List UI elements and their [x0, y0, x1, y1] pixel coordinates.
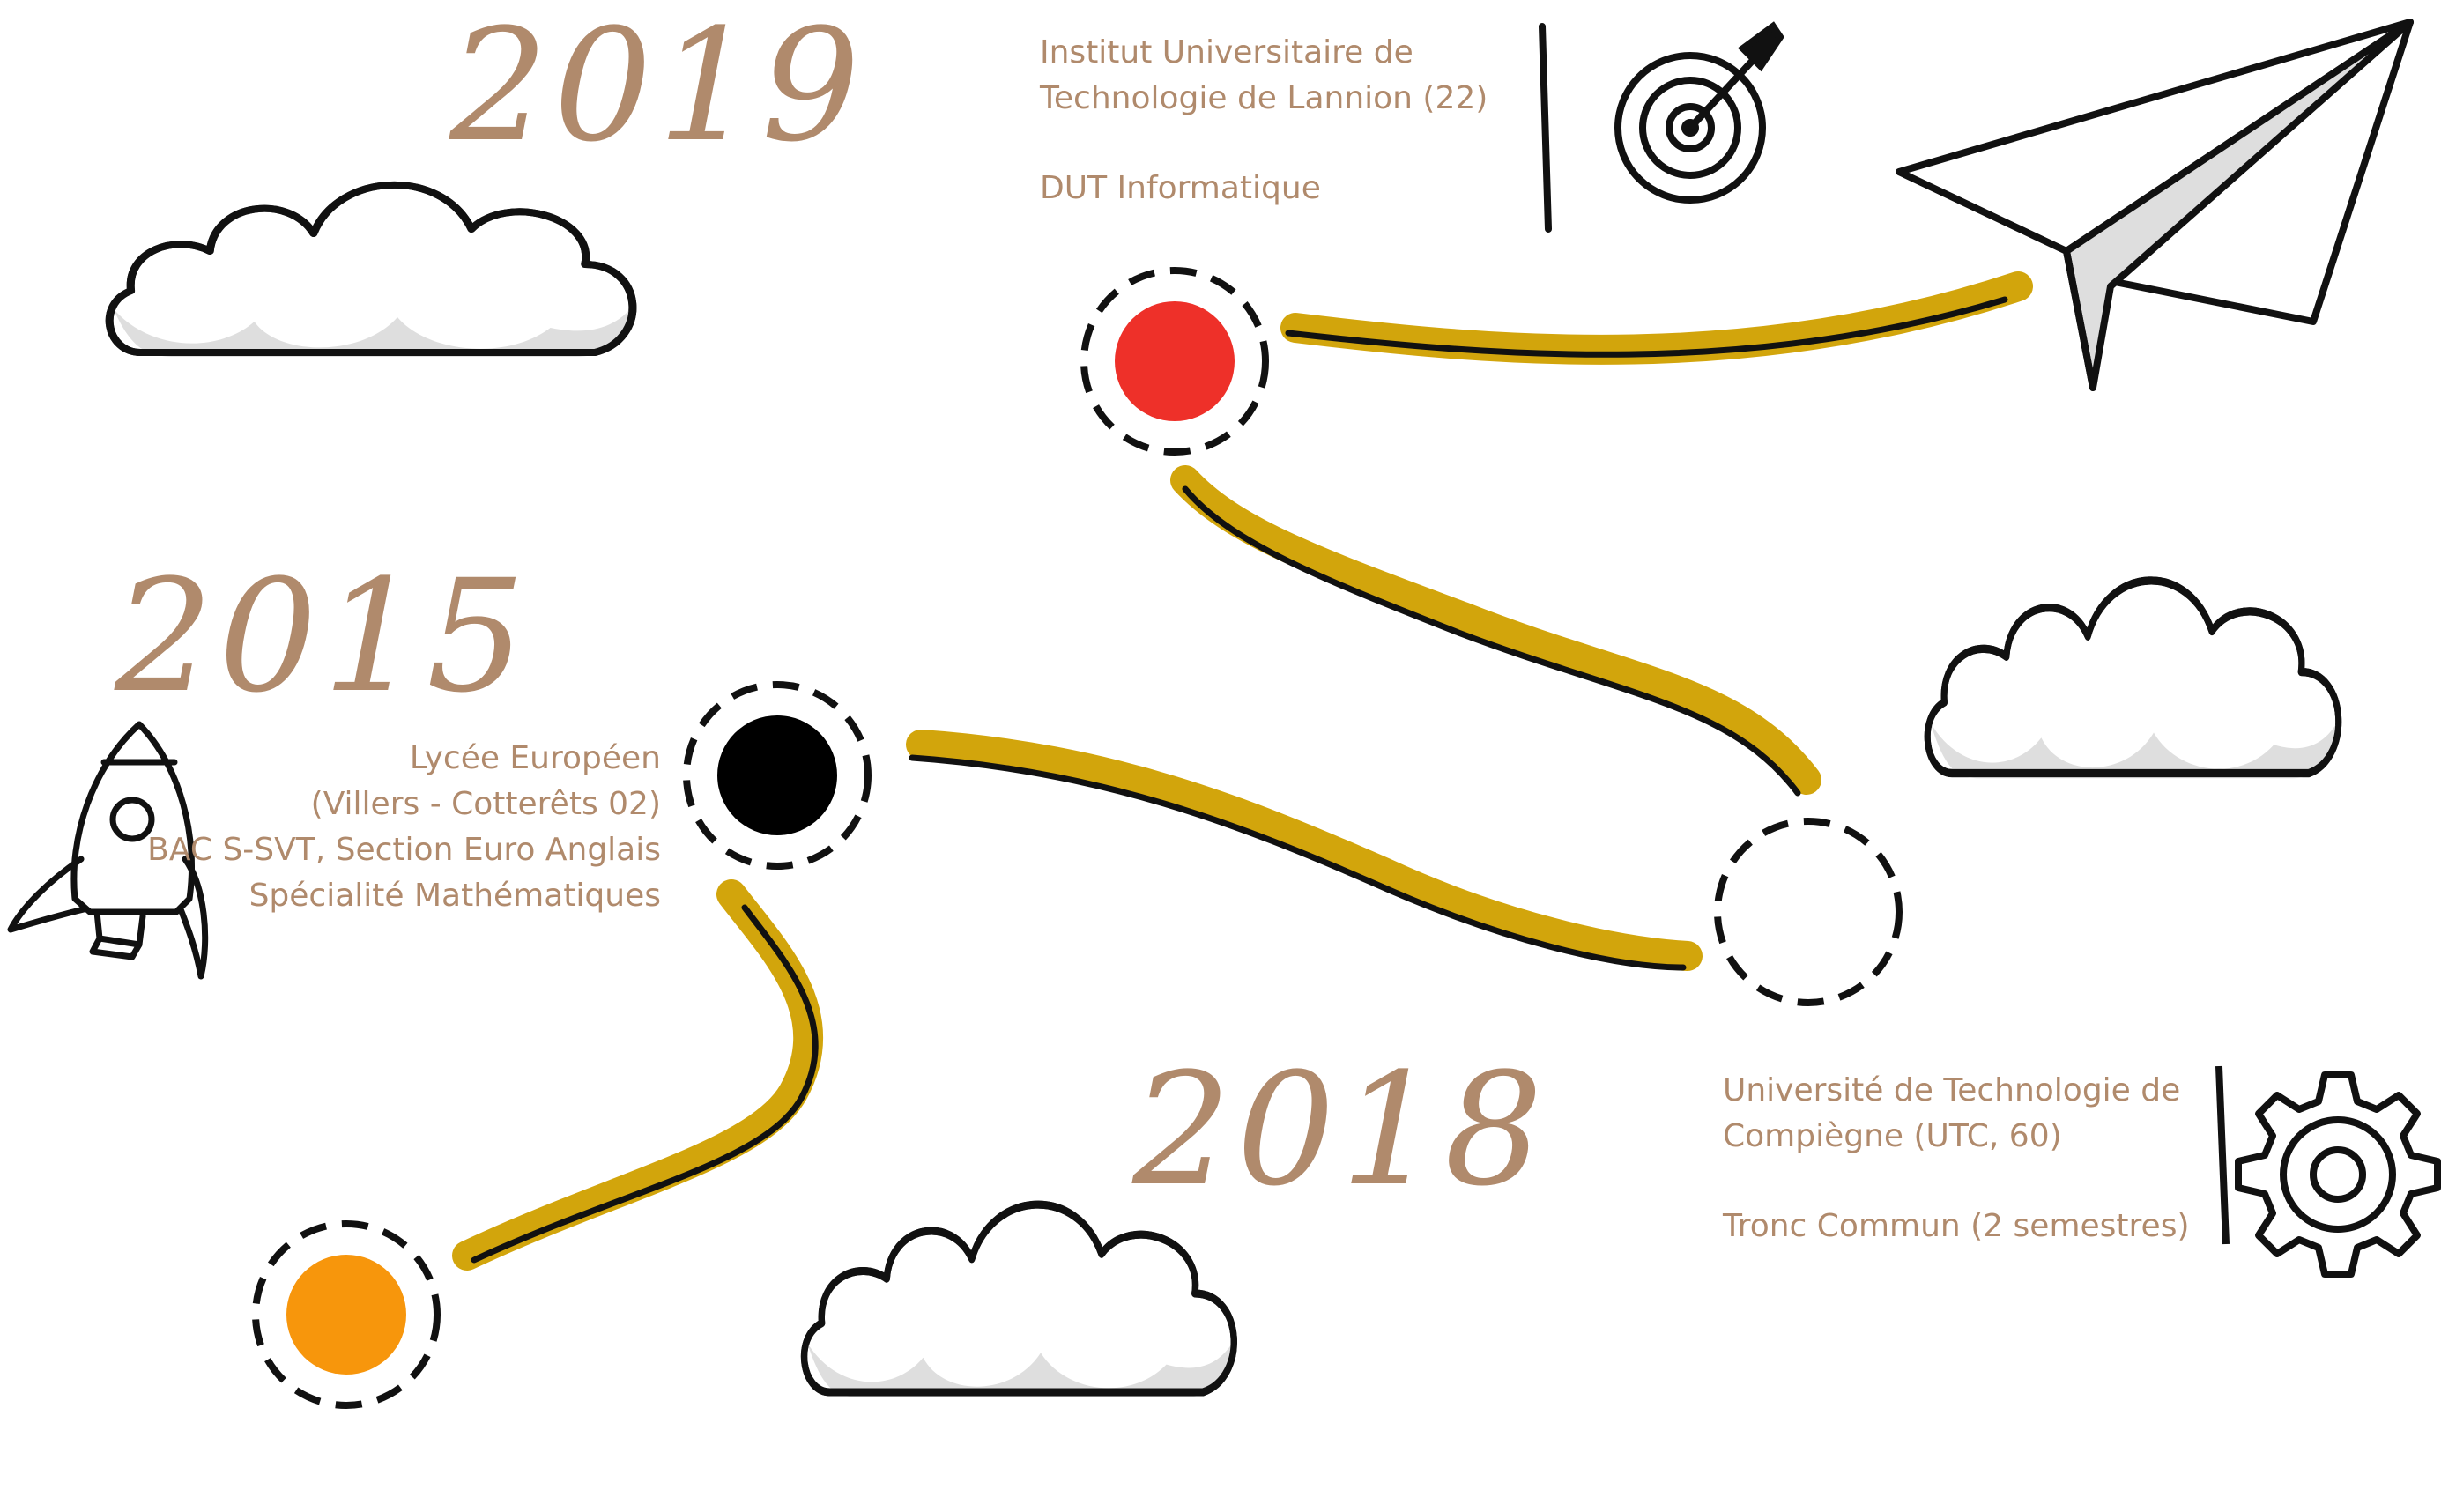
- year-2019-label: 2019: [449, 0, 865, 176]
- path-segment-2019-to-plane: [1280, 271, 2033, 365]
- school-name-line1: Lycée Européen: [409, 740, 661, 776]
- target-icon: [1539, 21, 1784, 233]
- school-name-line1: Institut Universitaire de: [1040, 34, 1413, 70]
- degree-label: BAC S-SVT, Section Euro Anglais: [147, 832, 661, 868]
- path-segment-2015-to-2018: [906, 730, 1703, 971]
- cloud-icon: [805, 1204, 1236, 1397]
- school-location: (Villers - Cotterêts 02): [310, 786, 661, 822]
- school-name-line2: Compiègne (UTC, 60): [1723, 1118, 2062, 1154]
- year-2018-label: 2018: [1132, 1040, 1548, 1220]
- path-segment-start-to-2015: [452, 879, 824, 1271]
- specialty-label: Spécialité Mathématiques: [249, 878, 661, 914]
- gear-icon: [2215, 1065, 2441, 1278]
- degree-label: Tronc Commun (2 semestres): [1723, 1208, 2190, 1244]
- year-2015-label: 2015: [115, 546, 530, 727]
- milestone-2015-info: Lycée Européen (Villers - Cotterêts 02) …: [147, 736, 661, 919]
- timeline-path: [452, 271, 2033, 1271]
- cloud-icon: [109, 185, 634, 357]
- milestone-2019-info: Institut Universitaire de Technologie de…: [1040, 30, 1488, 211]
- school-name-line2: Technologie de Lannion (22): [1040, 80, 1488, 116]
- degree-label: DUT Informatique: [1040, 170, 1321, 206]
- cloud-icon: [1927, 581, 2341, 778]
- school-name-line1: Université de Technologie de: [1723, 1072, 2181, 1108]
- milestone-2019-dot: [1080, 267, 1269, 456]
- rocket-icon: [7, 721, 209, 980]
- milestone-2015-dot: [683, 681, 872, 870]
- milestone-start-dot: [252, 1220, 441, 1409]
- paper-plane-icon: [1896, 19, 2414, 391]
- milestone-2018-dot: [1714, 818, 1903, 1006]
- path-segment-2018-to-2019: [1170, 465, 1821, 797]
- milestone-2018-info: Université de Technologie de Compiègne (…: [1723, 1068, 2190, 1249]
